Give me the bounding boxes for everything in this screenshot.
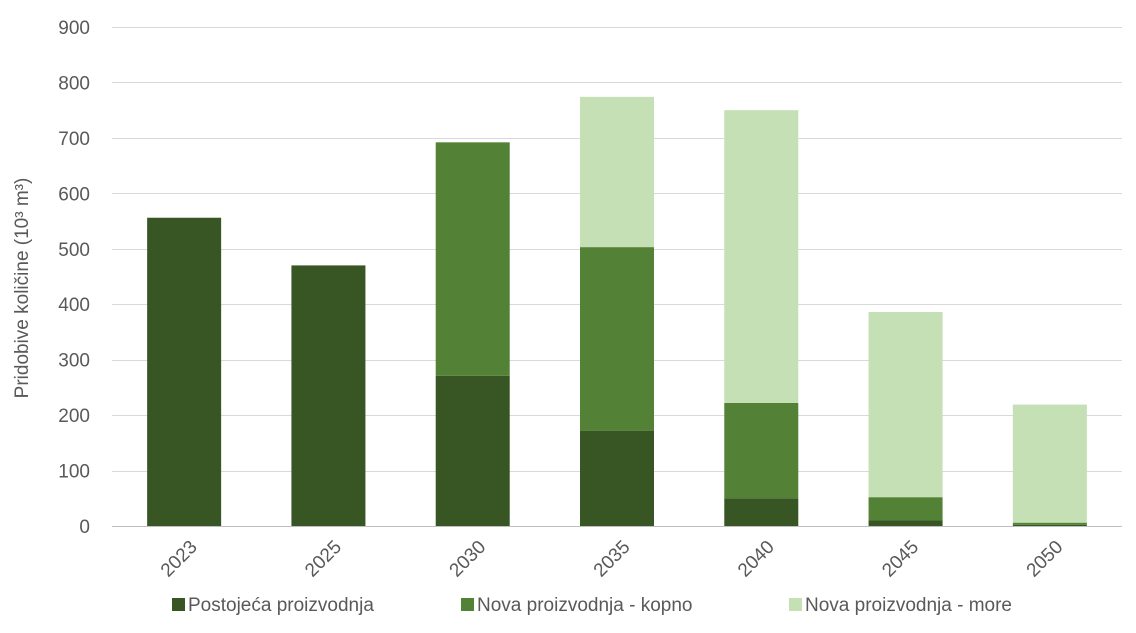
- y-tick-label: 0: [79, 517, 90, 538]
- bar-segment: [724, 498, 799, 526]
- y-tick-label: 300: [58, 351, 90, 372]
- legend-label: Nova proizvodnja - more: [805, 595, 1012, 616]
- x-tick-label: 2030: [446, 537, 491, 582]
- bar-segment: [724, 110, 799, 403]
- y-tick-label: 100: [58, 462, 90, 483]
- legend-swatch: [461, 598, 474, 611]
- x-tick-label: 2045: [878, 537, 923, 582]
- y-tick-label: 200: [58, 406, 90, 427]
- bar-segment: [435, 375, 510, 526]
- x-tick-label: 2035: [590, 537, 635, 582]
- x-tick-label: 2025: [301, 537, 346, 582]
- legend: Postojeća proizvodnja Nova proizvodnja - …: [172, 595, 1012, 616]
- y-tick-label: 600: [58, 184, 90, 205]
- bar-segment: [580, 96, 654, 248]
- x-tick-label: 2050: [1023, 537, 1068, 582]
- bar-segment: [724, 402, 799, 499]
- legend-label: Nova proizvodnja - kopno: [477, 595, 692, 616]
- bar-segment: [435, 142, 510, 376]
- bar-segment: [868, 520, 943, 526]
- x-tick-label: 2040: [734, 537, 779, 582]
- y-tick-label: 500: [58, 240, 90, 261]
- legend-swatch: [789, 598, 802, 611]
- bar-segment: [291, 265, 366, 526]
- bar-segment: [1012, 524, 1087, 526]
- legend-label: Postojeća proizvodnja: [188, 595, 374, 616]
- x-tick-label: 2023: [157, 537, 202, 582]
- y-axis-ticks: 0 100 200 300 400 500 600 700 800 900: [58, 18, 90, 538]
- y-tick-label: 900: [58, 18, 90, 39]
- bar-segment: [147, 217, 222, 526]
- bar-segment: [868, 497, 943, 521]
- y-tick-label: 700: [58, 129, 90, 150]
- bar-segment: [868, 311, 943, 498]
- legend-swatch: [172, 598, 185, 611]
- y-tick-label: 800: [58, 73, 90, 94]
- y-tick-label: 400: [58, 295, 90, 316]
- x-axis-ticks: 2023 2025 2030 2035 2040 2045 2050: [157, 537, 1067, 582]
- bar-segment: [580, 430, 654, 526]
- y-axis-label: Pridobive količine (10³ m³): [12, 178, 33, 399]
- bars: [147, 96, 1087, 526]
- bar-segment: [1012, 404, 1087, 523]
- bar-segment: [1012, 522, 1087, 525]
- bar-segment: [580, 247, 654, 431]
